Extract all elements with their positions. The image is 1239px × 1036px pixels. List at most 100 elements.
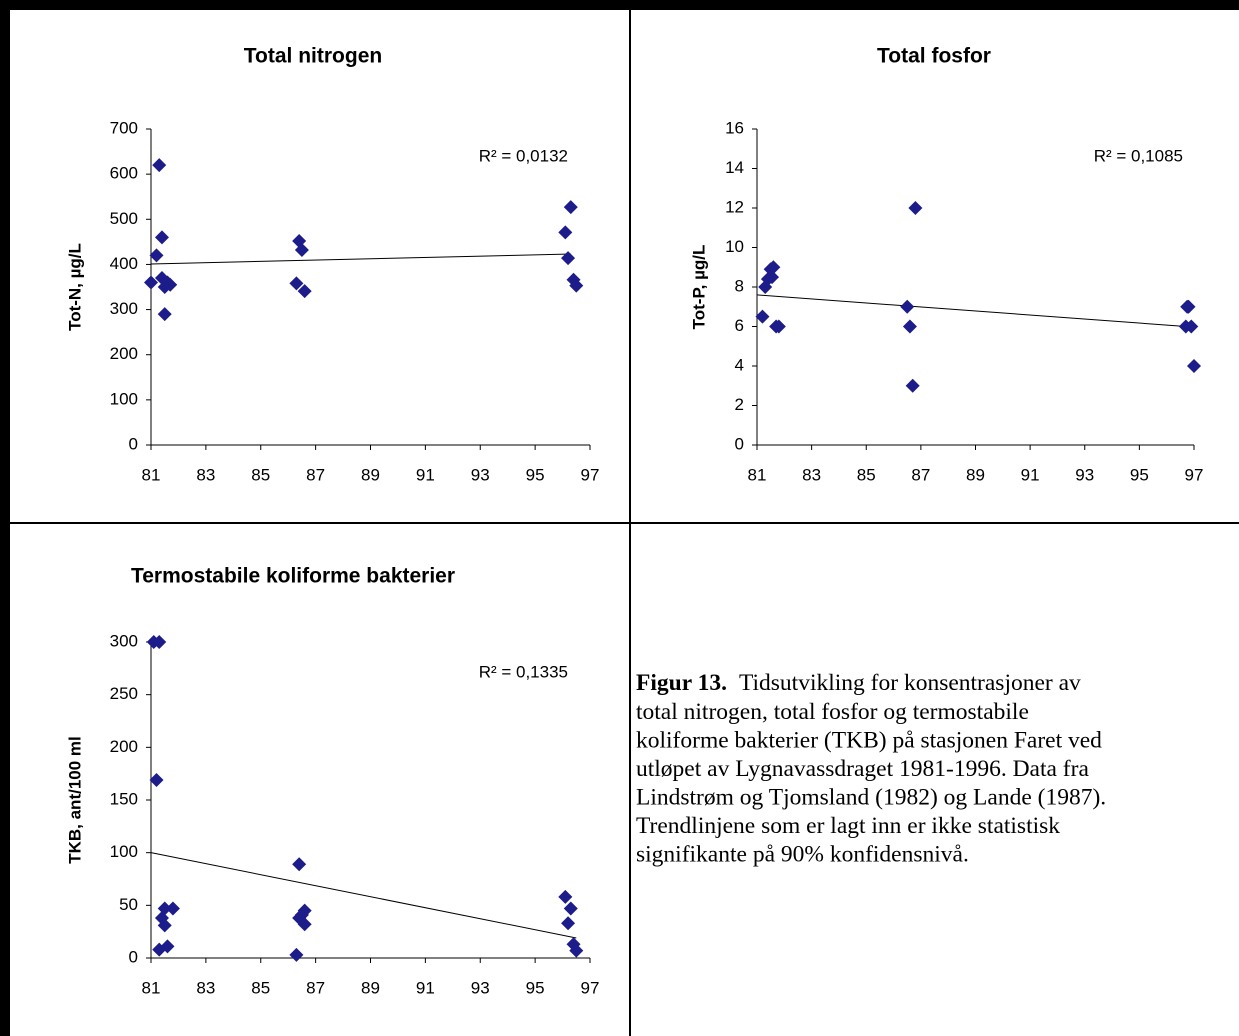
y-tick-label: 12	[725, 197, 744, 216]
x-tick-label: 95	[526, 978, 545, 997]
data-point	[563, 200, 578, 215]
chart-title: Total nitrogen	[244, 45, 382, 68]
data-point	[149, 248, 164, 263]
chart-title: Total fosfor	[877, 45, 991, 68]
data-point	[771, 319, 786, 334]
x-tick-label: 97	[581, 465, 600, 484]
x-tick-label: 93	[471, 465, 490, 484]
y-tick-label: 16	[725, 118, 744, 137]
data-point	[765, 270, 780, 285]
chart-title: Termostabile koliforme bakterier	[131, 565, 455, 588]
x-tick-label: 81	[748, 465, 767, 484]
y-tick-label: 14	[725, 158, 744, 177]
x-tick-label: 89	[361, 465, 380, 484]
data-point	[766, 260, 781, 275]
caption-line: total nitrogen, total fosfor og termosta…	[636, 699, 1029, 725]
x-tick-label: 83	[196, 465, 215, 484]
x-tick-label: 93	[471, 978, 490, 997]
data-point	[297, 284, 312, 299]
y-tick-label: 300	[110, 299, 138, 318]
x-tick-label: 89	[966, 465, 985, 484]
data-point	[292, 857, 307, 872]
y-tick-label: 6	[735, 316, 744, 335]
x-tick-label: 83	[802, 465, 821, 484]
x-tick-label: 85	[857, 465, 876, 484]
data-point	[152, 635, 167, 649]
divider-horizontal	[10, 522, 1239, 524]
data-point	[900, 299, 915, 314]
data-point	[569, 278, 584, 293]
data-point	[569, 943, 584, 958]
trendline	[150, 253, 571, 265]
data-point	[905, 378, 920, 393]
data-point	[558, 889, 573, 904]
y-tick-label: 500	[110, 209, 138, 228]
data-point	[1180, 299, 1195, 314]
x-tick-label: 91	[1021, 465, 1040, 484]
data-point	[902, 319, 917, 334]
data-point	[149, 772, 164, 787]
data-point	[157, 307, 172, 322]
y-tick-label: 0	[735, 434, 744, 453]
x-tick-label: 85	[251, 465, 270, 484]
r-squared-annotation: R² = 0,1335	[479, 662, 568, 681]
caption-line: Lindstrøm og Tjomsland (1982) og Lande (…	[636, 784, 1106, 810]
x-tick-label: 91	[416, 978, 435, 997]
x-tick-label: 87	[306, 465, 325, 484]
x-tick-label: 85	[251, 978, 270, 997]
data-point	[297, 903, 312, 918]
x-tick-label: 97	[1185, 465, 1204, 484]
caption-line: signifikante på 90% konfidensnivå.	[636, 841, 969, 867]
y-tick-label: 100	[110, 389, 138, 408]
trendline	[756, 294, 1186, 327]
caption-line: Trendlinjene som er lagt inn er ikke sta…	[636, 813, 1060, 839]
r-squared-annotation: R² = 0,1085	[1094, 146, 1183, 165]
data-point	[1184, 319, 1199, 334]
data-point	[297, 917, 312, 932]
y-tick-label: 0	[129, 434, 138, 453]
x-tick-label: 81	[142, 978, 161, 997]
data-point	[144, 275, 158, 290]
y-tick-label: 600	[110, 164, 138, 183]
y-axis-label: Tot-P, µg/L	[689, 245, 708, 330]
y-tick-label: 8	[735, 276, 744, 295]
y-tick-label: 0	[129, 947, 138, 966]
x-tick-label: 83	[196, 978, 215, 997]
data-point	[558, 225, 573, 240]
data-point	[289, 276, 304, 291]
x-tick-label: 95	[1130, 465, 1149, 484]
x-tick-label: 81	[142, 465, 161, 484]
data-point	[561, 251, 576, 266]
y-axis-label: Tot-N, µg/L	[65, 243, 84, 331]
y-tick-label: 150	[110, 789, 138, 808]
y-axis-label: TKB, ant/100 ml	[65, 736, 84, 864]
data-point	[160, 939, 175, 954]
y-tick-label: 50	[119, 895, 138, 914]
data-point	[163, 277, 178, 292]
x-tick-label: 91	[416, 465, 435, 484]
x-tick-label: 95	[526, 465, 545, 484]
data-point	[1187, 359, 1201, 373]
y-tick-label: 100	[110, 842, 138, 861]
data-point	[294, 242, 309, 257]
data-point	[561, 916, 576, 931]
caption-label: Figur 13.	[636, 670, 727, 696]
x-tick-label: 87	[911, 465, 930, 484]
x-tick-label: 93	[1075, 465, 1094, 484]
y-tick-label: 200	[110, 344, 138, 363]
trendline	[150, 852, 577, 939]
caption-text: Tidsutvikling for konsentrasjoner av	[739, 670, 1081, 696]
data-point	[908, 201, 923, 215]
data-point	[154, 230, 169, 245]
data-point	[165, 901, 180, 916]
data-point	[157, 918, 172, 933]
data-point	[563, 901, 578, 916]
y-tick-label: 10	[725, 237, 744, 256]
r-squared-annotation: R² = 0,0132	[479, 146, 568, 165]
caption-line: Figur 13. Tidsutvikling for konsentrasjon…	[636, 670, 1081, 696]
data-point	[755, 309, 770, 324]
caption-line: utløpet av Lygnavassdraget 1981-1996. Da…	[636, 756, 1089, 782]
x-tick-label: 89	[361, 978, 380, 997]
